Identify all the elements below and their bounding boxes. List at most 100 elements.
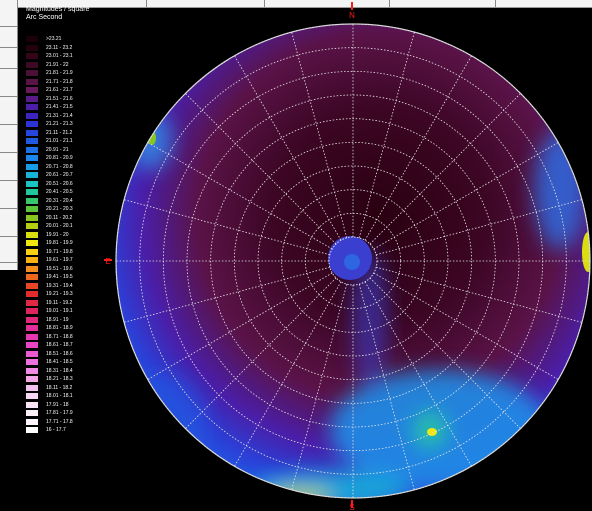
- legend-item: 19.81 - 19.9: [26, 239, 118, 248]
- legend-label: 21.01 - 21.1: [46, 138, 73, 144]
- legend-label: 19.01 - 19.1: [46, 308, 73, 314]
- legend-swatch: [26, 36, 38, 42]
- left-strip-row: [0, 26, 17, 27]
- legend-swatch: [26, 223, 38, 229]
- brightness-disk: [116, 24, 590, 498]
- legend-item: 19.91 - 20: [26, 231, 118, 240]
- legend-swatch: [26, 53, 38, 59]
- legend-item: 18.11 - 18.2: [26, 384, 118, 393]
- legend-label: 18.41 - 18.5: [46, 359, 73, 365]
- legend-swatch: [26, 172, 38, 178]
- grid-spoke: [291, 284, 348, 491]
- legend-swatch: [26, 129, 38, 136]
- legend-swatch: [26, 299, 38, 306]
- top-strip-cell: [389, 0, 496, 7]
- grid-spoke: [376, 199, 583, 256]
- legend-item: 21.11 - 21.2: [26, 129, 118, 138]
- legend-item: 19.41 - 19.5: [26, 273, 118, 282]
- left-strip-row: [0, 152, 17, 153]
- grid-spoke: [185, 277, 337, 429]
- legend-swatch: [26, 138, 38, 144]
- magnitude-legend: Magnitudes / square Arc Second >23.21 23.…: [26, 6, 118, 506]
- legend-swatch: [26, 163, 38, 170]
- legend-label: 21.41 - 21.5: [46, 104, 73, 110]
- legend-item: 19.21 - 19.3: [26, 290, 118, 299]
- legend-item: 21.41 - 21.5: [26, 103, 118, 112]
- legend-label: 23.01 - 23.1: [46, 53, 73, 59]
- legend-swatch: [26, 274, 38, 280]
- left-strip-row: [0, 208, 17, 209]
- legend-swatch: [26, 325, 38, 331]
- legend-item: 21.21 - 21.3: [26, 120, 118, 129]
- legend-item: >23.21: [26, 35, 118, 44]
- legend-swatch: [26, 418, 38, 425]
- legend-item: 20.11 - 20.2: [26, 214, 118, 223]
- legend-item: 21.91 - 22: [26, 61, 118, 70]
- legend-item: 18.51 - 18.6: [26, 350, 118, 359]
- legend-swatch: [26, 87, 38, 93]
- legend-swatch: [26, 189, 38, 195]
- left-strip-row: [0, 68, 17, 69]
- legend-swatch: [26, 121, 38, 127]
- polar-grid: [104, 2, 591, 508]
- legend-item: 20.31 - 20.4: [26, 197, 118, 206]
- grid-spoke: [234, 281, 342, 467]
- legend-label: 17.91 - 18: [46, 401, 69, 408]
- legend-swatch: [26, 231, 38, 238]
- left-strip-row: [0, 236, 17, 237]
- legend-swatch: [26, 248, 38, 255]
- grid-spoke: [185, 93, 337, 245]
- left-strip-row: [0, 47, 17, 48]
- legend-label: 19.61 - 19.7: [46, 257, 73, 263]
- legend-swatch: [26, 291, 38, 297]
- grid-spoke: [364, 55, 472, 241]
- legend-item: 20.81 - 20.9: [26, 154, 118, 163]
- spreadsheet-left-strip: [0, 0, 18, 270]
- legend-swatch: [26, 240, 38, 246]
- legend-label: 20.51 - 20.6: [46, 180, 73, 187]
- legend-item: 21.81 - 21.9: [26, 69, 118, 78]
- legend-label: 18.11 - 18.2: [46, 384, 73, 391]
- spreadsheet-top-strip: [0, 0, 592, 8]
- legend-item: 21.51 - 21.6: [26, 95, 118, 104]
- legend-item: 19.61 - 19.7: [26, 256, 118, 265]
- legend-label: 21.61 - 21.7: [46, 87, 73, 93]
- legend-item: 18.31 - 18.4: [26, 367, 118, 376]
- legend-item: 17.81 - 17.9: [26, 409, 118, 418]
- legend-label: 18.91 - 19: [46, 316, 69, 323]
- legend-item: 18.01 - 18.1: [26, 392, 118, 401]
- legend-item: 20.91 - 21: [26, 146, 118, 155]
- legend-item: 23.11 - 23.2: [26, 44, 118, 53]
- legend-item: 23.01 - 23.1: [26, 52, 118, 61]
- legend-label: 20.81 - 20.9: [46, 155, 73, 161]
- legend-label: 18.21 - 18.3: [46, 376, 73, 382]
- legend-item: 16 - 17.7: [26, 426, 118, 435]
- legend-label: 20.01 - 20.1: [46, 223, 73, 229]
- legend-swatch: [26, 308, 38, 314]
- legend-item: 17.71 - 17.8: [26, 418, 118, 427]
- legend-label: 21.51 - 21.6: [46, 95, 73, 102]
- legend-label: 21.21 - 21.3: [46, 121, 73, 127]
- legend-label: 19.51 - 19.6: [46, 265, 73, 272]
- legend-item: 18.91 - 19: [26, 316, 118, 325]
- top-strip-cell: [0, 0, 147, 7]
- legend-swatch: [26, 393, 38, 399]
- legend-swatch: [26, 376, 38, 382]
- legend-item: 18.71 - 18.8: [26, 333, 118, 342]
- top-strip-cell: [146, 0, 265, 7]
- legend-item: 18.41 - 18.5: [26, 358, 118, 367]
- legend-label: 20.91 - 21: [46, 146, 69, 153]
- grid-spoke: [123, 266, 330, 323]
- legend-label: 19.11 - 19.2: [46, 299, 73, 306]
- legend-label: 20.41 - 20.5: [46, 189, 73, 195]
- legend-label: 20.61 - 20.7: [46, 172, 73, 178]
- legend-swatch: [26, 265, 38, 272]
- legend-swatch: [26, 367, 38, 374]
- left-strip-row: [0, 96, 17, 97]
- legend-swatch: [26, 206, 38, 212]
- legend-swatch: [26, 342, 38, 348]
- legend-label: 20.31 - 20.4: [46, 197, 73, 204]
- grid-spoke: [147, 142, 333, 250]
- legend-swatch: [26, 197, 38, 204]
